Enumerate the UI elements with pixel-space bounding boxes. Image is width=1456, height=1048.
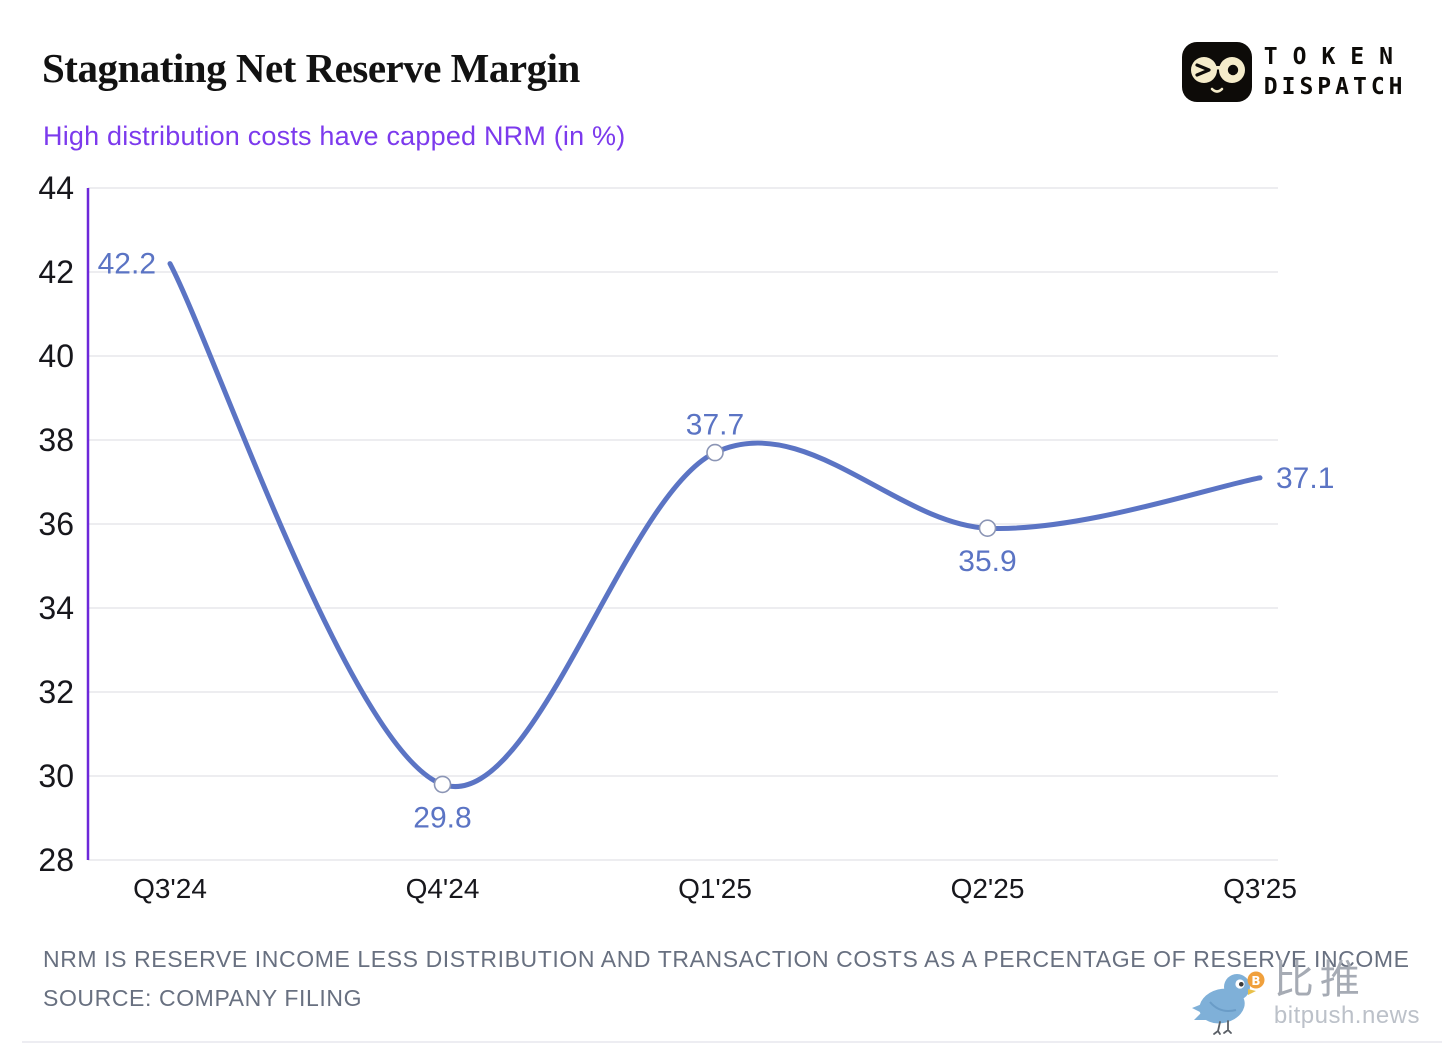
- data-point-label: 35.9: [958, 545, 1016, 578]
- token-dispatch-logo: TOKEN DISPATCH: [1181, 42, 1408, 102]
- y-tick-label: 36: [38, 506, 74, 542]
- y-tick-label: 40: [38, 338, 74, 374]
- data-point-label: 37.7: [686, 409, 744, 442]
- y-tick-label: 44: [38, 170, 74, 206]
- svg-text:B: B: [1251, 974, 1260, 988]
- chart-subtitle: High distribution costs have capped NRM …: [43, 121, 626, 151]
- brand-word-dispatch: DISPATCH: [1263, 74, 1407, 100]
- data-point-label: 29.8: [413, 801, 471, 834]
- y-tick-label: 34: [38, 590, 74, 626]
- y-tick-label: 30: [38, 758, 74, 794]
- data-point-label: 42.2: [98, 248, 156, 281]
- chart-footnote: NRM IS RESERVE INCOME LESS DISTRIBUTION …: [43, 946, 1410, 972]
- y-tick-label: 32: [38, 674, 74, 710]
- data-point-marker: [978, 519, 997, 538]
- bitpush-bird-icon: B: [1191, 971, 1265, 1035]
- source-note: SOURCE: COMPANY FILING: [43, 985, 363, 1011]
- bitpush-cjk-name: 比推: [1273, 957, 1366, 1003]
- y-tick-label: 28: [38, 842, 74, 878]
- chart-title: Stagnating Net Reserve Margin: [42, 45, 580, 91]
- brand-word-token: TOKEN: [1263, 44, 1408, 70]
- x-tick-label: Q3'25: [1223, 873, 1297, 904]
- data-point-marker: [706, 443, 724, 462]
- x-tick-label: Q2'25: [951, 873, 1025, 904]
- nrm-series-line: [167, 261, 1263, 790]
- data-point-label: 37.1: [1276, 462, 1334, 495]
- winking-glasses-face-icon: [1181, 42, 1252, 102]
- y-tick-label: 42: [38, 254, 74, 290]
- x-tick-label: Q1'25: [678, 873, 752, 904]
- x-tick-label: Q3'24: [133, 873, 207, 904]
- bitpush-watermark: B 比推 bitpush.news: [1190, 958, 1420, 1036]
- bitpush-domain: bitpush.news: [1273, 1002, 1420, 1029]
- y-tick-label: 38: [38, 422, 74, 458]
- data-point-marker: [433, 775, 452, 794]
- bottom-divider: [22, 1041, 1442, 1043]
- x-tick-label: Q4'24: [406, 873, 480, 904]
